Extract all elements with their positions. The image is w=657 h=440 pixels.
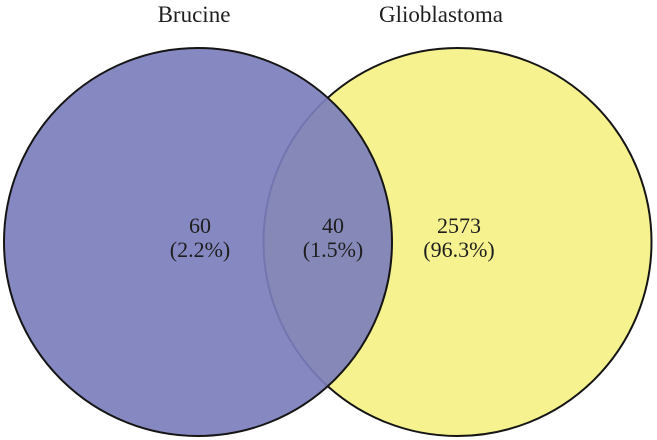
right-set-title: Glioblastoma [379,2,503,27]
venn-circle-brucine [3,47,393,437]
left-set-title: Brucine [158,2,231,27]
left-only-count: 60 [189,213,211,238]
left-only-percent: (2.2%) [170,237,230,262]
right-only-count: 2573 [437,213,481,238]
intersection-count: 40 [322,213,344,238]
intersection-percent: (1.5%) [303,237,363,262]
right-only-percent: (96.3%) [423,237,494,262]
